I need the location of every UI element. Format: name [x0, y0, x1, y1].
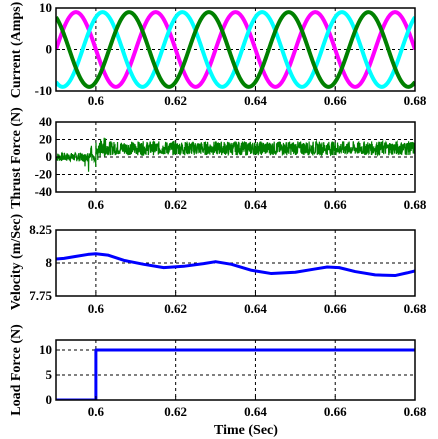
x-tick-label: 0.6: [88, 301, 105, 316]
axes-frame: [55, 121, 416, 193]
x-tick-label: 0.6: [88, 197, 105, 212]
axes-frame: [55, 339, 416, 401]
y-axis-label: Thrust Force (N): [9, 107, 24, 209]
x-tick-label: 0.62: [164, 404, 187, 419]
y-axis-label: Load Force (N): [9, 324, 24, 416]
y-tick-label: 20: [39, 132, 52, 147]
subplot-4: 0.6 0.62 0.64 0.66 0.68 0 5 10 Load Force (N): [9, 324, 427, 419]
x-tick-label: 0.64: [244, 301, 267, 316]
y-tick-label: 5: [46, 367, 53, 382]
x-tick-label: 0.66: [324, 301, 347, 316]
x-tick-label: 0.64: [244, 93, 267, 108]
y-tick-label: 7.75: [29, 288, 52, 303]
series-line-3: [56, 10, 415, 89]
y-tick-label: 0: [46, 42, 53, 57]
y-tick-label: 0: [46, 392, 53, 407]
x-tick-label: 0.66: [324, 197, 347, 212]
x-tick-label: 0.66: [324, 93, 347, 108]
subplot-3: 0.6 0.62 0.64 0.66 0.68 7.75 8 8.25 Velocity (m/…: [9, 214, 427, 316]
series-line-1: [56, 10, 415, 89]
series-line-1: [56, 137, 415, 172]
x-tick-label: 0.64: [244, 404, 267, 419]
x-tick-label: 0.6: [88, 93, 105, 108]
y-axis-label: Current (Amps): [9, 1, 24, 98]
x-tick-label: 0.66: [324, 404, 347, 419]
x-tick-label: 0.68: [404, 93, 427, 108]
x-tick-label: 0.6: [88, 404, 105, 419]
x-tick-label: 0.62: [164, 197, 187, 212]
y-tick-label: 40: [39, 114, 52, 129]
series-line-1: [56, 348, 415, 400]
series-group: [56, 10, 415, 89]
x-tick-label: 0.62: [164, 301, 187, 316]
x-tick-label: 0.62: [164, 93, 187, 108]
y-tick-label: -10: [35, 83, 52, 98]
y-tick-label: 10: [39, 342, 52, 357]
y-tick-label: 8: [46, 255, 53, 270]
series-line-1: [56, 252, 415, 278]
series-group: [56, 252, 415, 278]
subplot-1: 0.6 0.62 0.64 0.66 0.68 -10 0 10 Current (Amps): [9, 0, 427, 108]
axes-frame: [55, 229, 416, 297]
y-tick-label: -40: [35, 184, 52, 199]
x-tick-label: 0.64: [244, 197, 267, 212]
x-tick-label: 0.68: [404, 301, 427, 316]
y-tick-label: 8.25: [29, 222, 52, 237]
series-group: [56, 348, 415, 400]
y-axis-label: Velocity (m/Sec): [9, 214, 24, 311]
y-tick-label: 0: [46, 149, 53, 164]
y-tick-label: -20: [35, 167, 52, 182]
series-group: [56, 137, 415, 172]
x-tick-label: 0.68: [404, 404, 427, 419]
x-tick-label: 0.68: [404, 197, 427, 212]
y-tick-label: 10: [39, 0, 52, 15]
x-axis-label: Time (Sec): [214, 423, 278, 438]
subplot-2: 0.6 0.62 0.64 0.66 0.68 -40 -20 0 20 40 Thrust For…: [9, 107, 427, 212]
